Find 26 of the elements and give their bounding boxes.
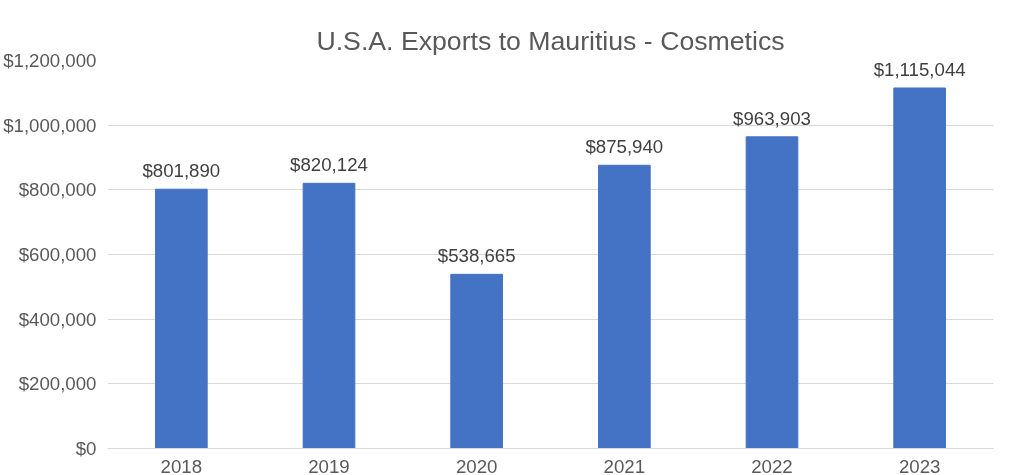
x-tick-label: 2019 (308, 455, 350, 475)
data-label: $820,124 (290, 154, 368, 176)
x-tick-label: 2022 (751, 455, 793, 475)
y-tick-label: $600,000 (18, 244, 97, 265)
y-tick-label: $200,000 (18, 373, 97, 395)
y-tick-label: $800,000 (18, 179, 97, 201)
data-label: $801,890 (142, 160, 221, 182)
x-tick-label: 2018 (160, 455, 203, 475)
data-label: $1,115,044 (873, 58, 966, 80)
bar (745, 136, 799, 449)
chart-title: U.S.A. Exports to Mauritius - Cosmetics (316, 25, 785, 56)
data-label: $875,940 (585, 136, 664, 158)
y-tick-label: $0 (75, 438, 97, 459)
bar (597, 164, 651, 449)
bar (154, 188, 208, 449)
y-tick-label: $400,000 (18, 308, 97, 330)
x-tick-label: 2023 (898, 455, 941, 475)
y-tick-label: $1,000,000 (3, 114, 97, 136)
x-tick-label: 2020 (455, 455, 498, 475)
bar (450, 273, 504, 449)
x-tick-label: 2021 (603, 455, 646, 475)
bar (302, 182, 356, 449)
data-label: $538,665 (437, 245, 516, 267)
bar (893, 87, 947, 449)
y-tick-label: $1,200,000 (3, 50, 97, 71)
data-label: $963,903 (733, 107, 811, 129)
